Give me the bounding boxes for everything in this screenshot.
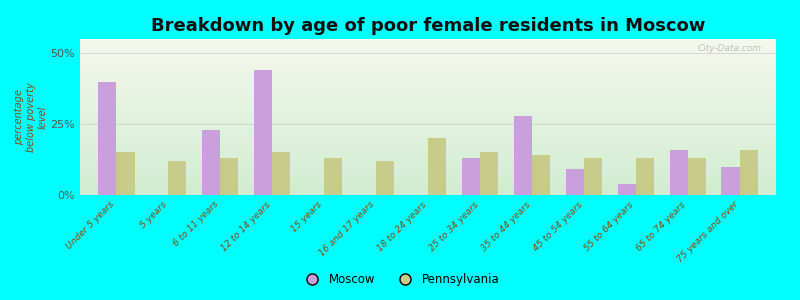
Bar [462,158,480,195]
Legend: Moscow, Pennsylvania: Moscow, Pennsylvania [296,269,504,291]
Bar [740,150,758,195]
Bar [202,130,220,195]
Bar [688,158,706,195]
Bar [618,184,636,195]
Y-axis label: percentage
below poverty
level: percentage below poverty level [14,82,48,152]
Bar [670,150,688,195]
Bar [254,70,272,195]
Bar [480,152,498,195]
Bar [532,155,550,195]
Bar [168,161,186,195]
Bar [514,116,532,195]
Bar [636,158,654,195]
Bar [116,152,134,195]
Title: Breakdown by age of poor female residents in Moscow: Breakdown by age of poor female resident… [151,17,705,35]
Bar [584,158,602,195]
Bar [566,169,584,195]
Bar [220,158,238,195]
Bar [324,158,342,195]
Bar [722,167,740,195]
Bar [376,161,394,195]
Bar [272,152,290,195]
Bar [98,82,116,195]
Bar [428,138,446,195]
Text: City-Data.com: City-Data.com [698,44,762,53]
